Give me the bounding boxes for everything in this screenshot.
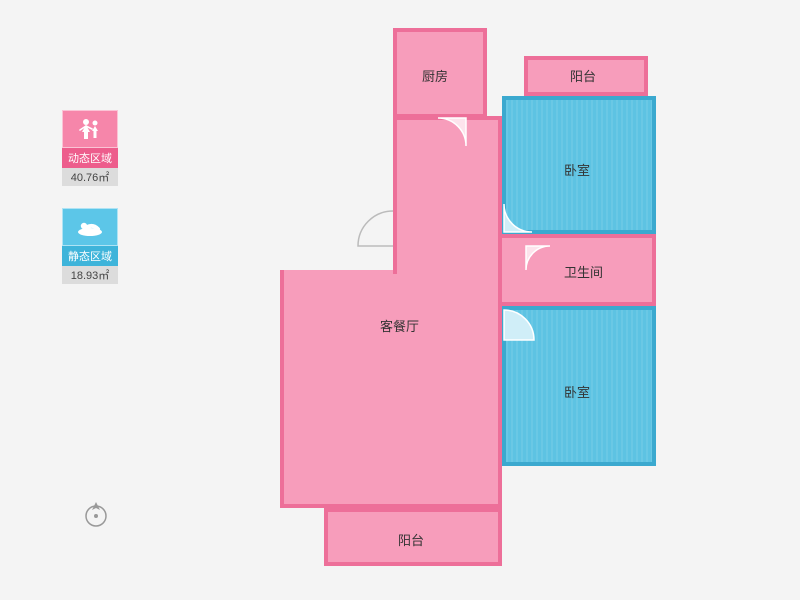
legend: 动态区域 40.76㎡ 静态区域 18.93㎡ (62, 110, 118, 306)
sleep-icon (75, 216, 105, 238)
legend-static-value: 18.93㎡ (62, 266, 118, 284)
legend-static: 静态区域 18.93㎡ (62, 208, 118, 284)
legend-dynamic-label: 动态区域 (62, 148, 118, 168)
people-icon (76, 117, 104, 141)
legend-dynamic-value: 40.76㎡ (62, 168, 118, 186)
legend-static-label: 静态区域 (62, 246, 118, 266)
legend-dynamic: 动态区域 40.76㎡ (62, 110, 118, 186)
floorplan: 厨房 阳台 卧室 卫生间 卧室 客餐厅 阳台 (280, 28, 670, 573)
legend-dynamic-icon-box (62, 110, 118, 148)
legend-static-icon-box (62, 208, 118, 246)
compass-icon (82, 500, 110, 533)
door-arcs (280, 28, 670, 573)
